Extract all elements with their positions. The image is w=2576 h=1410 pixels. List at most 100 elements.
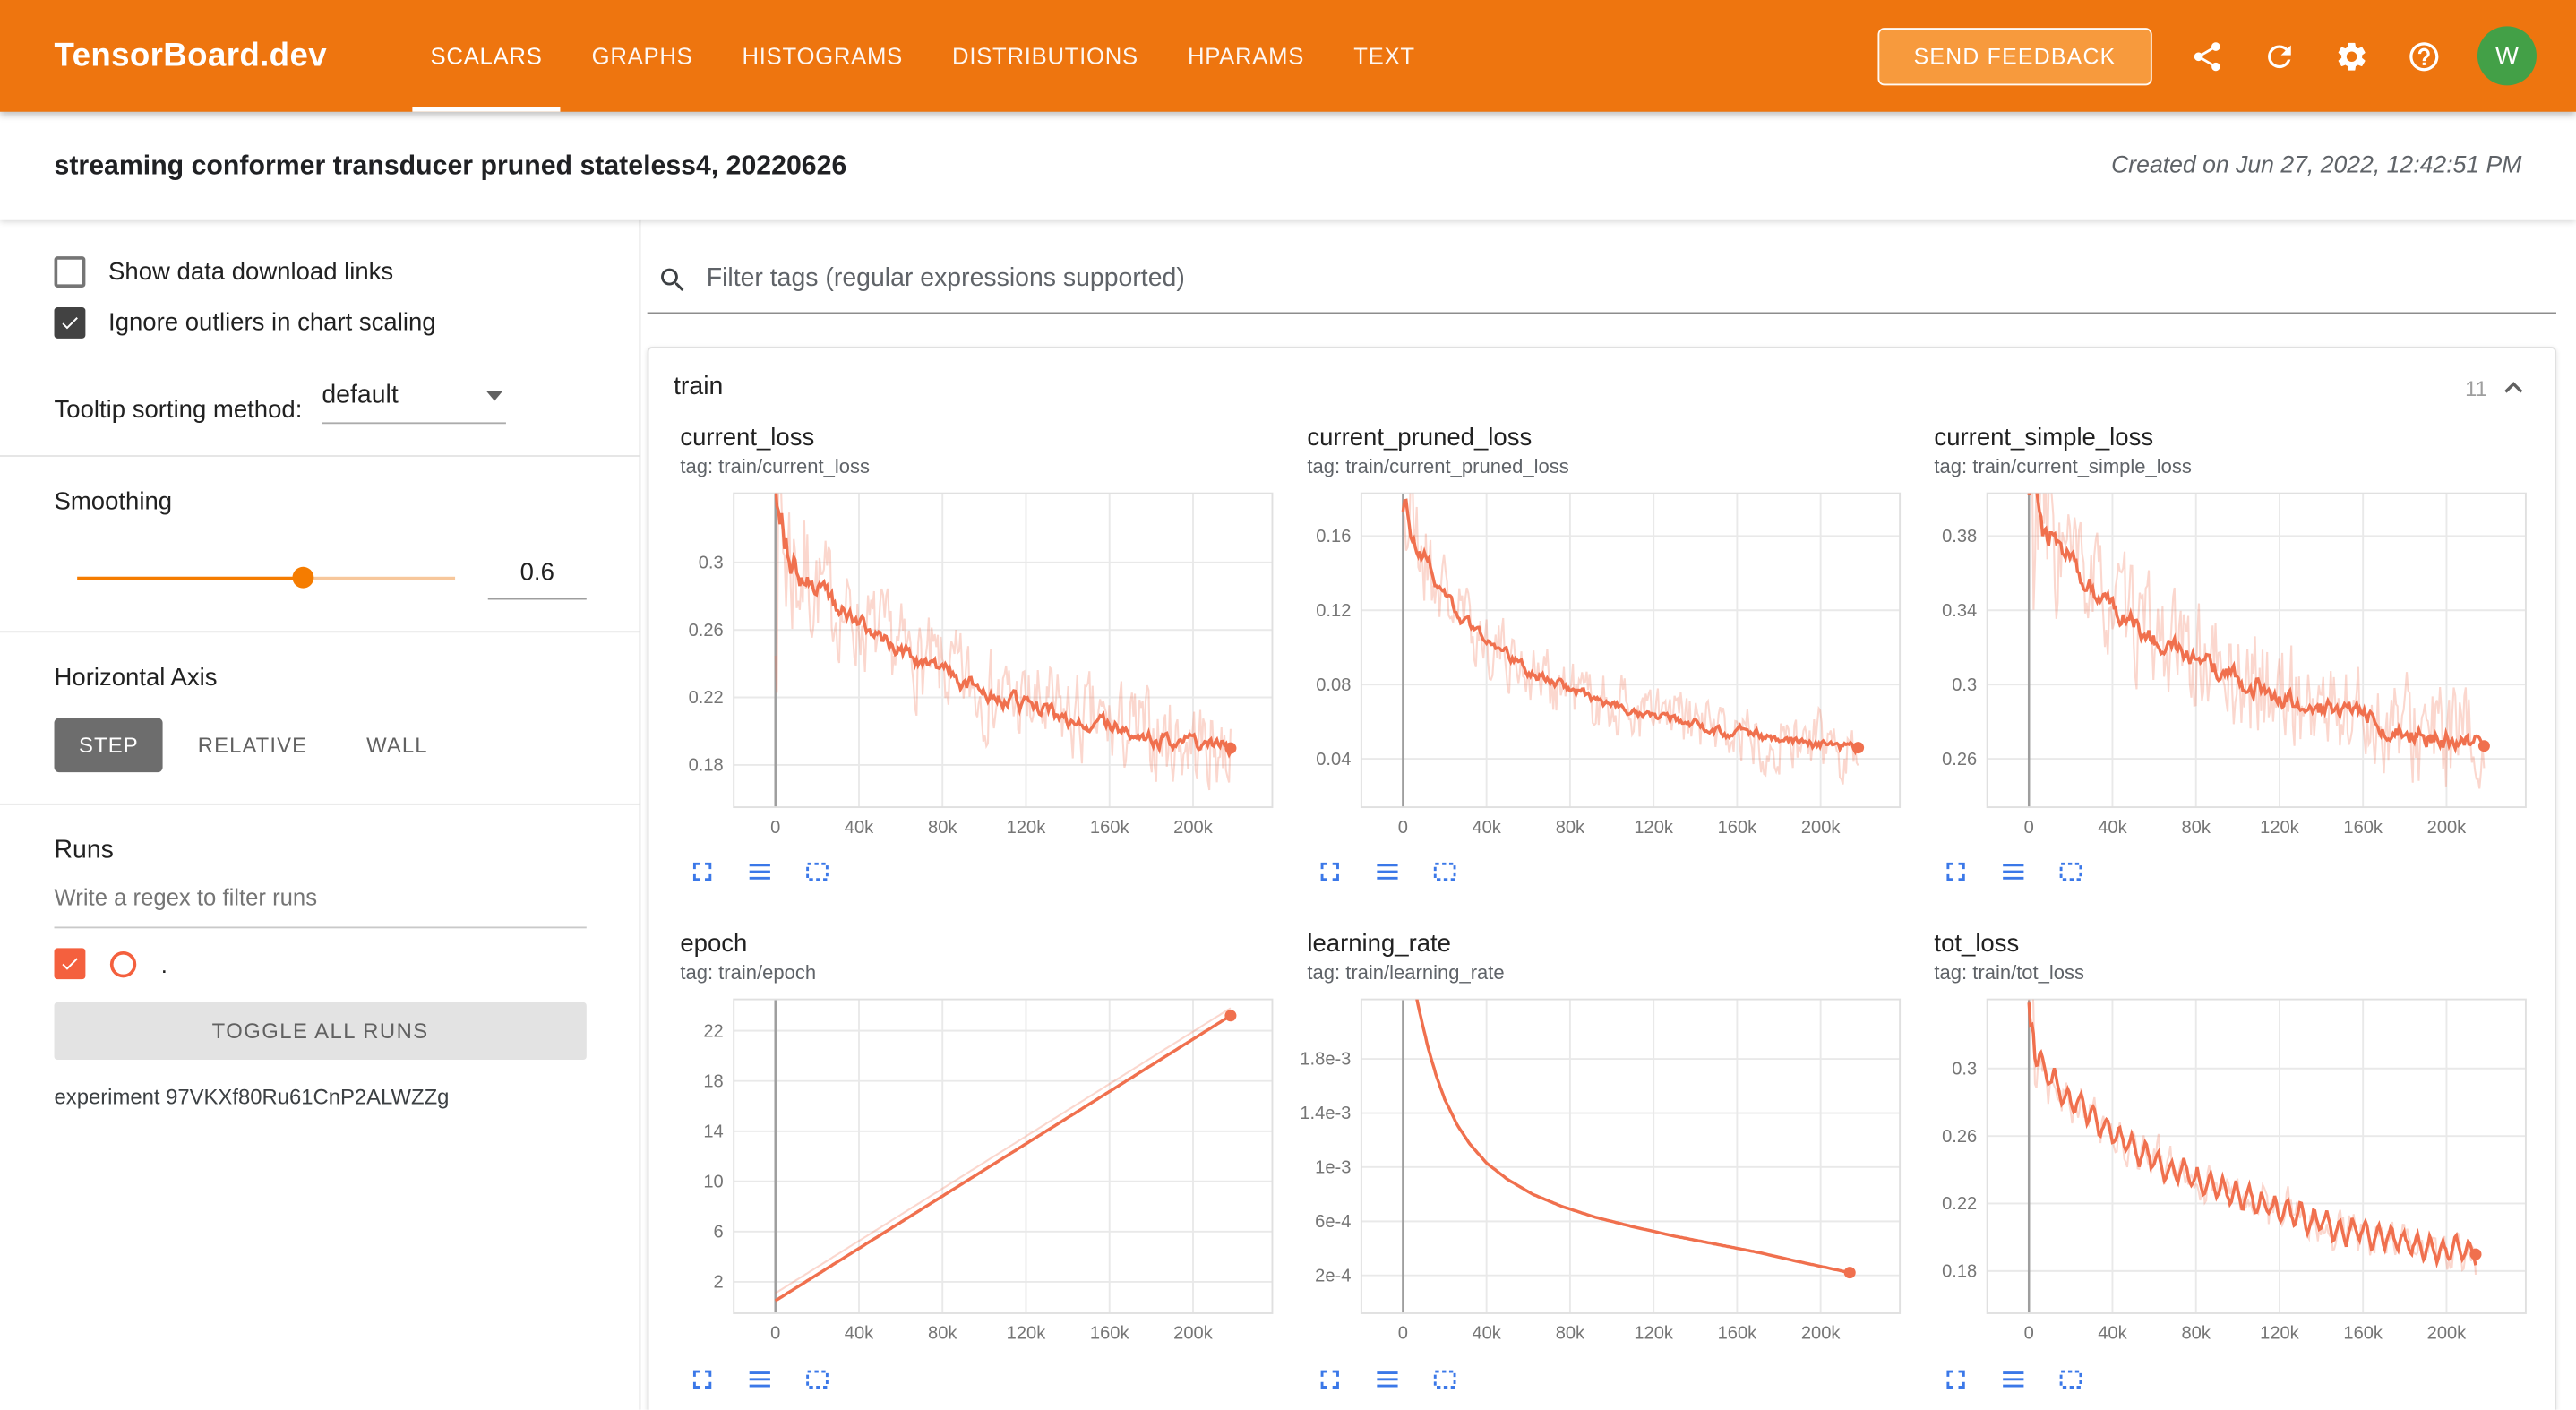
- svg-text:0: 0: [770, 818, 780, 838]
- line-chart-current-loss[interactable]: 0.18 0.22 0.26 0.3 0 40k 80k 120k 160k 200k: [670, 485, 1281, 852]
- collapse-chevron-icon[interactable]: [2495, 370, 2531, 406]
- svg-text:0.18: 0.18: [689, 756, 724, 776]
- tab-graphs[interactable]: GRAPHS: [591, 42, 693, 70]
- data-lines-icon[interactable]: [1371, 856, 1403, 888]
- fit-domain-icon[interactable]: [2056, 1363, 2087, 1395]
- fit-domain-icon[interactable]: [1429, 1363, 1460, 1395]
- chart-tile-learning-rate: learning_rate tag: train/learning_rate 2…: [1297, 931, 1908, 1395]
- data-lines-icon[interactable]: [744, 1363, 776, 1395]
- tab-hparams[interactable]: HPARAMS: [1187, 42, 1305, 70]
- svg-text:0: 0: [2024, 818, 2034, 838]
- smoothing-label: Smoothing: [54, 487, 173, 516]
- svg-text:6e-4: 6e-4: [1315, 1213, 1351, 1233]
- fullscreen-icon[interactable]: [687, 856, 718, 888]
- tag-filter-input[interactable]: [703, 262, 2556, 297]
- line-chart-current-pruned-loss[interactable]: 0.04 0.08 0.12 0.16 0 40k 80k 120k 160k 200k: [1297, 485, 1908, 852]
- line-chart-learning-rate[interactable]: 2e-4 6e-4 1e-3 1.4e-3 1.8e-3 0 40k 80k 120k 160k 2…: [1297, 992, 1908, 1359]
- divider: [0, 455, 640, 457]
- show-download-checkbox[interactable]: [54, 256, 86, 288]
- run-row[interactable]: .: [54, 948, 587, 980]
- chart-tag: tag: train/current_simple_loss: [1934, 455, 2192, 478]
- svg-text:200k: 200k: [1800, 818, 1841, 838]
- settings-sidebar: Show data download links Ignore outliers…: [0, 219, 641, 1410]
- horizontal-axis-buttons: STEP RELATIVE WALL: [54, 718, 587, 773]
- svg-text:200k: 200k: [1173, 1324, 1214, 1344]
- smoothing-slider[interactable]: [77, 565, 456, 589]
- data-lines-icon[interactable]: [744, 856, 776, 888]
- app-title[interactable]: TensorBoard.dev: [54, 37, 328, 73]
- tooltip-sorting-value: default: [322, 381, 399, 409]
- tab-distributions[interactable]: DISTRIBUTIONS: [952, 42, 1138, 70]
- data-lines-icon[interactable]: [1998, 856, 2030, 888]
- help-icon[interactable]: [2405, 38, 2441, 73]
- svg-text:80k: 80k: [2182, 1324, 2211, 1344]
- svg-text:200k: 200k: [1173, 818, 1214, 838]
- svg-text:0.3: 0.3: [1953, 675, 1978, 695]
- chart-title: current_pruned_loss: [1307, 424, 1533, 452]
- svg-text:18: 18: [703, 1072, 723, 1092]
- svg-text:22: 22: [703, 1022, 723, 1042]
- fullscreen-icon[interactable]: [1314, 856, 1345, 888]
- svg-text:0.34: 0.34: [1943, 601, 1978, 621]
- svg-text:0.04: 0.04: [1316, 750, 1351, 769]
- fullscreen-icon[interactable]: [1941, 856, 1972, 888]
- svg-text:40k: 40k: [845, 1324, 874, 1344]
- svg-text:6: 6: [714, 1223, 724, 1242]
- line-chart-tot-loss[interactable]: 0.18 0.22 0.26 0.3 0 40k 80k 120k 160k 200k: [1924, 992, 2535, 1359]
- line-chart-epoch[interactable]: 2 6 10 14 18 22 0 40k 80k 120k 160k 200k: [670, 992, 1281, 1359]
- send-feedback-button[interactable]: SEND FEEDBACK: [1877, 27, 2152, 85]
- svg-text:120k: 120k: [2261, 1324, 2301, 1344]
- tooltip-sorting-label: Tooltip sorting method:: [54, 396, 303, 425]
- toggle-all-runs-button[interactable]: TOGGLE ALL RUNS: [54, 1002, 587, 1061]
- tab-text[interactable]: TEXT: [1353, 42, 1415, 70]
- axis-step-button[interactable]: STEP: [54, 718, 164, 773]
- fullscreen-icon[interactable]: [687, 1363, 718, 1395]
- main-panel: train 11 current_loss tag: train/current…: [640, 220, 2576, 1410]
- tooltip-sorting-row: Tooltip sorting method: default: [55, 382, 587, 425]
- svg-text:0.16: 0.16: [1316, 527, 1351, 546]
- smoothing-value[interactable]: 0.6: [487, 555, 587, 600]
- svg-text:0.38: 0.38: [1943, 527, 1978, 546]
- avatar[interactable]: W: [2477, 26, 2537, 86]
- data-lines-icon[interactable]: [1371, 1363, 1403, 1395]
- data-lines-icon[interactable]: [1998, 1363, 2030, 1395]
- fit-domain-icon[interactable]: [1429, 856, 1460, 888]
- show-download-links-row[interactable]: Show data download links: [54, 256, 587, 288]
- chart-actions: [1941, 1363, 2535, 1395]
- ignore-outliers-row[interactable]: Ignore outliers in chart scaling: [54, 306, 587, 339]
- svg-text:1.4e-3: 1.4e-3: [1300, 1105, 1351, 1124]
- settings-icon[interactable]: [2333, 38, 2369, 73]
- refresh-icon[interactable]: [2261, 38, 2297, 73]
- fullscreen-icon[interactable]: [1941, 1363, 1972, 1395]
- runs-filter-input[interactable]: [54, 869, 587, 929]
- tooltip-sorting-dropdown[interactable]: default: [322, 381, 506, 425]
- axis-relative-button[interactable]: RELATIVE: [173, 718, 331, 773]
- axis-wall-button[interactable]: WALL: [342, 718, 452, 773]
- chart-tile-tot-loss: tot_loss tag: train/tot_loss 0.18 0.22 0.2…: [1924, 931, 2535, 1395]
- svg-text:200k: 200k: [2427, 1324, 2468, 1344]
- tab-scalars[interactable]: SCALARS: [406, 0, 567, 112]
- top-header: TensorBoard.dev SCALARS GRAPHS HISTOGRAM…: [0, 0, 2576, 112]
- run-checkbox[interactable]: [54, 948, 86, 980]
- fit-domain-icon[interactable]: [2056, 856, 2087, 888]
- svg-text:160k: 160k: [1717, 1324, 1757, 1344]
- run-name: .: [160, 950, 167, 977]
- svg-text:40k: 40k: [2099, 1324, 2128, 1344]
- tab-histograms[interactable]: HISTOGRAMS: [742, 42, 904, 70]
- ignore-outliers-checkbox[interactable]: [54, 306, 86, 339]
- svg-text:160k: 160k: [1090, 818, 1130, 838]
- svg-text:2e-4: 2e-4: [1315, 1267, 1351, 1286]
- svg-text:0: 0: [1397, 1324, 1407, 1344]
- svg-text:40k: 40k: [1472, 1324, 1501, 1344]
- fullscreen-icon[interactable]: [1314, 1363, 1345, 1395]
- chart-tag: tag: train/learning_rate: [1307, 961, 1505, 985]
- train-card-header[interactable]: train 11: [649, 348, 2555, 421]
- share-icon[interactable]: [2188, 38, 2224, 73]
- fit-domain-icon[interactable]: [802, 1363, 833, 1395]
- line-chart-current-simple-loss[interactable]: 0.26 0.3 0.34 0.38 0 40k 80k 120k 160k 200k: [1924, 485, 2535, 852]
- svg-text:2: 2: [714, 1273, 724, 1293]
- chart-tag: tag: train/current_loss: [680, 455, 870, 478]
- fit-domain-icon[interactable]: [802, 856, 833, 888]
- chart-tag: tag: train/tot_loss: [1934, 961, 2085, 985]
